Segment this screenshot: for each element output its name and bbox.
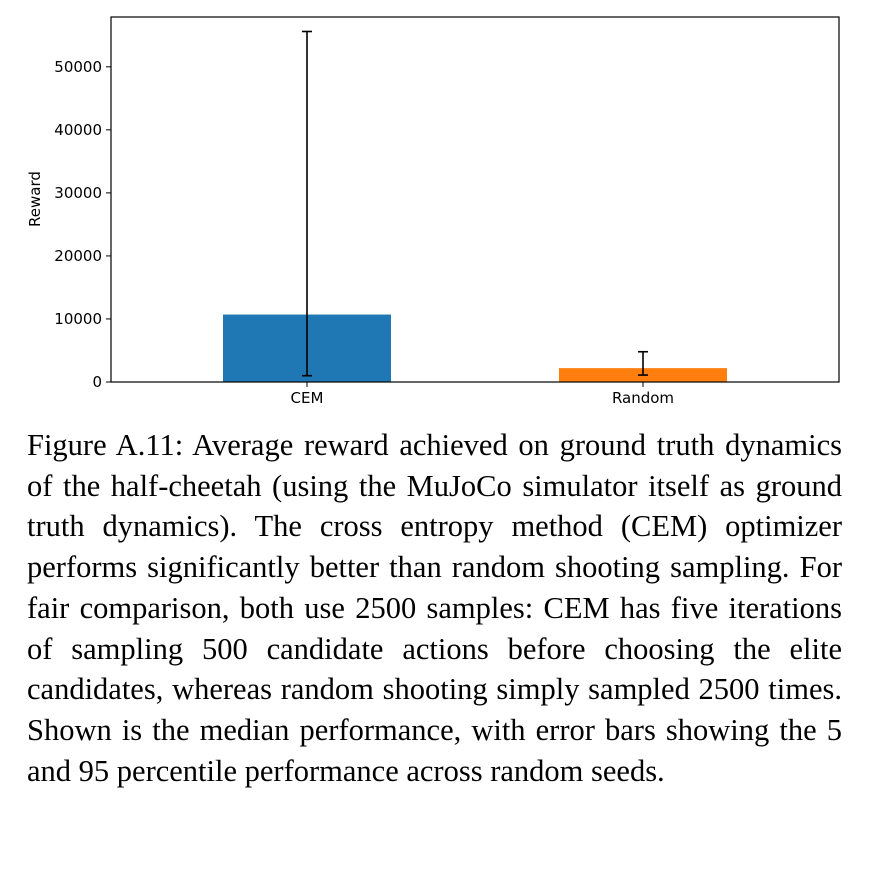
y-axis-ticks: 0 10000 20000 30000 40000 50000 [54, 58, 111, 391]
x-tick-label-random: Random [612, 389, 674, 407]
figure-caption: Figure A.11: Average reward achieved on … [27, 428, 842, 788]
bar-chart: Reward 0 10000 20000 30000 40000 50000 CEM Ran… [26, 16, 840, 407]
y-tick-label: 30000 [54, 184, 102, 202]
y-tick-label: 50000 [54, 58, 102, 76]
y-tick-label: 0 [92, 373, 102, 391]
x-tick-label-cem: CEM [291, 389, 324, 407]
plot-frame [110, 16, 840, 383]
y-axis-label: Reward [26, 171, 44, 227]
bars [223, 314, 727, 382]
x-axis-ticks: CEM Random [291, 382, 674, 407]
y-tick-label: 10000 [54, 310, 102, 328]
error-bars [302, 30, 648, 377]
y-tick-label: 40000 [54, 121, 102, 139]
y-tick-label: 20000 [54, 247, 102, 265]
